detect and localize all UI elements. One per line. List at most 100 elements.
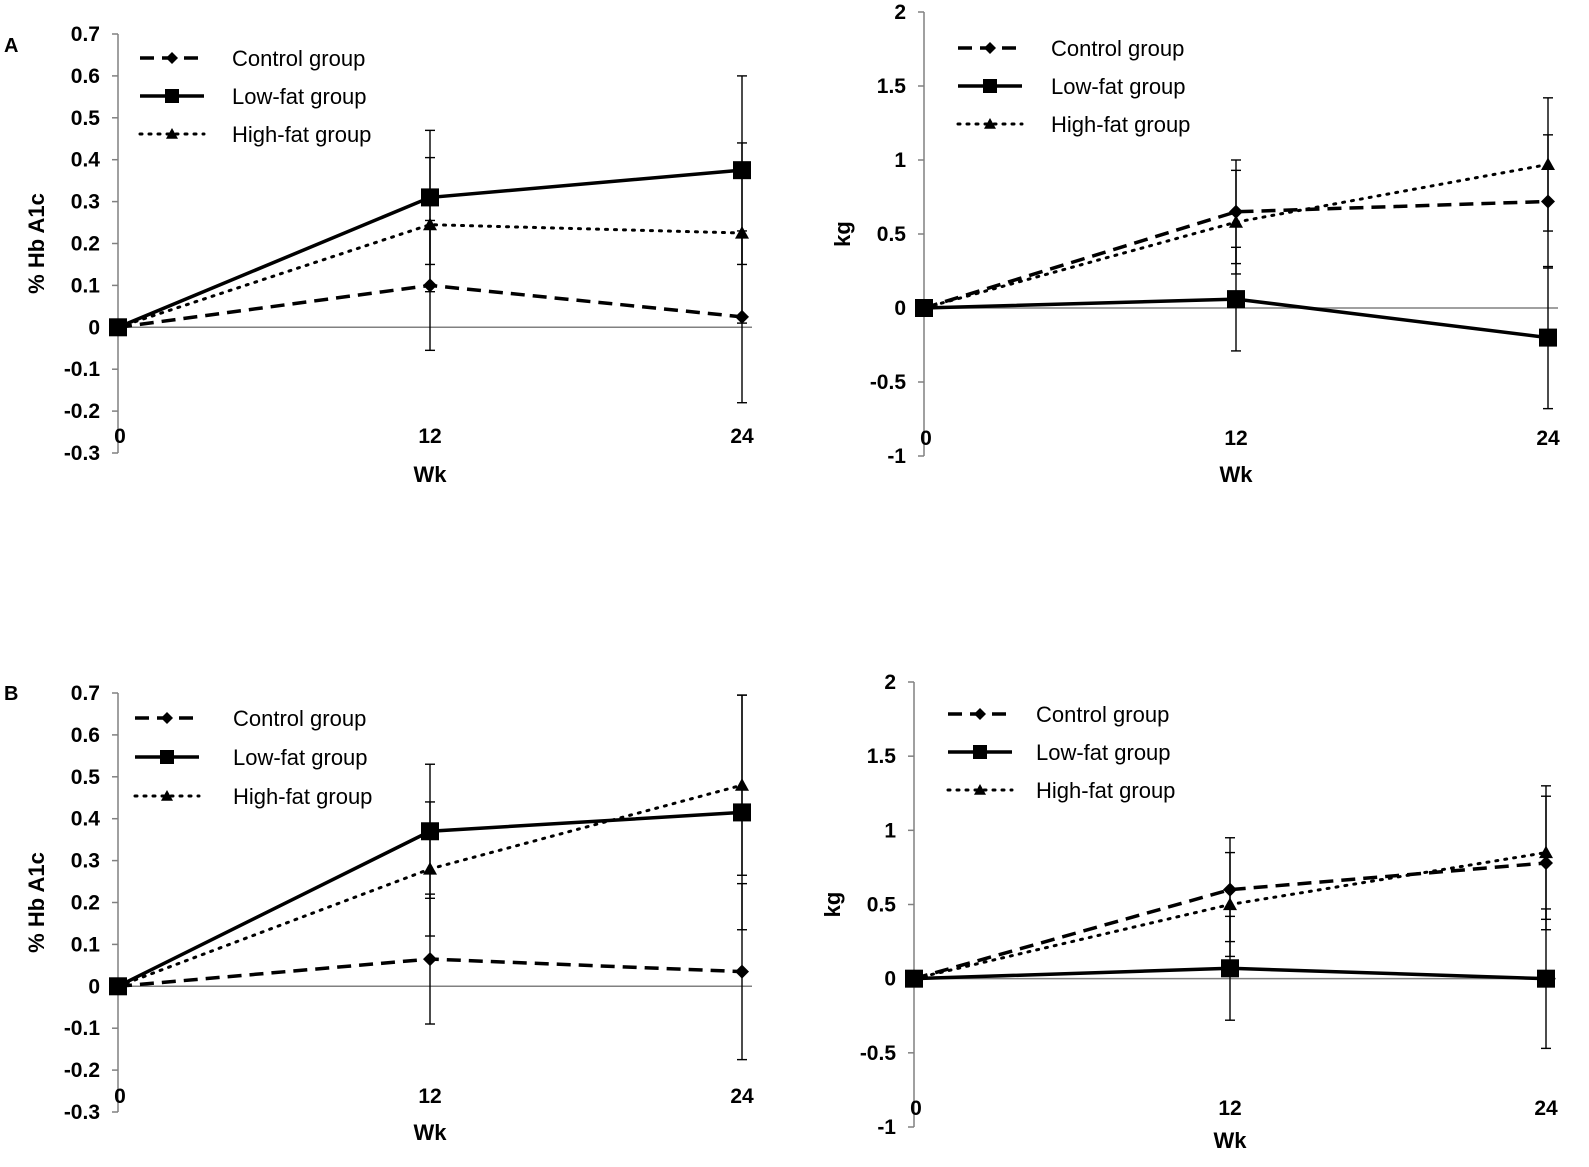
data-point-control-group	[1223, 882, 1237, 897]
y-tick-label: 0.1	[71, 274, 101, 297]
data-point-high-fat-group	[1539, 845, 1553, 859]
panel-label-a: A	[4, 35, 18, 57]
data-point-low-fat-group	[421, 822, 439, 841]
chart-b-hba1c: -0.3 -0.2 -0.1 0 0.1 0.2 0.3 0.4 0.5 0.6 0.7 0 12 24 W…	[24, 682, 754, 1145]
data-point-low-fat-group	[421, 188, 439, 207]
y-tick-label: 0.1	[71, 933, 101, 956]
x-tick-label: 0	[910, 1097, 922, 1120]
legend-label-high-fat-group: High-fat group	[233, 784, 372, 809]
y-tick-label: 0.2	[71, 892, 100, 915]
series-line-high-fat-group	[116, 223, 744, 329]
data-point-high-fat-group	[423, 861, 437, 875]
data-point-high-fat-group	[111, 979, 125, 992]
data-point-high-fat-group	[1541, 157, 1555, 171]
y-tick-label: 0.5	[71, 107, 101, 130]
y-tick-label: -0.2	[64, 1059, 100, 1082]
y-tick-label: 1	[894, 149, 906, 172]
legend-marker-low-fat-group	[983, 79, 997, 93]
x-tick-label: 12	[418, 1085, 441, 1108]
y-tick-label: 0	[88, 316, 100, 339]
legend-label-low-fat-group: Low-fat group	[1051, 74, 1186, 99]
legend-marker-high-fat-group	[161, 790, 173, 801]
x-tick-label: 24	[1536, 427, 1560, 450]
legend-label-control-group: Control group	[232, 46, 365, 71]
x-tick-label: 24	[1534, 1097, 1558, 1120]
data-point-control-group	[423, 278, 437, 293]
y-tick-label: 0.4	[71, 808, 101, 831]
data-point-high-fat-group	[917, 301, 931, 314]
y-tick-label: 0.6	[71, 724, 100, 747]
y-tick-label: 2	[894, 1, 906, 24]
x-tick-label: 0	[114, 425, 126, 448]
legend-marker-high-fat-group	[166, 128, 178, 139]
y-tick-label: 0.5	[867, 894, 897, 917]
y-tick-label: -0.1	[64, 358, 101, 381]
data-point-high-fat-group	[1229, 215, 1243, 228]
y-tick-label: 0.2	[71, 233, 100, 256]
y-tick-label: 0	[88, 975, 100, 998]
data-point-low-fat-group	[1227, 290, 1245, 309]
y-tick-label: -0.2	[64, 400, 100, 423]
data-point-control-group	[423, 952, 437, 967]
legend-label-control-group: Control group	[233, 706, 366, 731]
x-tick-label: 12	[418, 425, 441, 448]
y-tick-label: -0.5	[860, 1042, 897, 1065]
data-point-low-fat-group	[1539, 328, 1557, 347]
x-axis-title: Wk	[1220, 462, 1254, 487]
legend-label-high-fat-group: High-fat group	[232, 122, 371, 147]
data-point-low-fat-group	[733, 803, 751, 822]
data-point-high-fat-group	[735, 226, 749, 239]
y-tick-label: 1	[884, 819, 896, 842]
legend-marker-low-fat-group	[160, 750, 174, 764]
legend-marker-low-fat-group	[165, 89, 179, 103]
data-point-control-group	[1229, 204, 1243, 219]
y-tick-label: 0.3	[71, 850, 100, 873]
series-line-control-group	[913, 861, 1547, 981]
chart-a-hba1c: -0.3 -0.2 -0.1 0 0.1 0.2 0.3 0.4 0.5 0.6 0.7 0 12 24 W…	[24, 23, 754, 487]
data-point-control-group	[735, 309, 749, 324]
series-line-control-group	[923, 199, 1549, 310]
x-tick-label: 12	[1224, 427, 1247, 450]
data-point-high-fat-group	[1223, 897, 1237, 911]
y-tick-label: 0.5	[877, 223, 907, 246]
y-tick-label: 0.7	[71, 23, 100, 46]
y-tick-label: 2	[884, 671, 896, 694]
legend-label-low-fat-group: Low-fat group	[232, 84, 367, 109]
y-tick-label: -0.1	[64, 1017, 101, 1040]
legend-marker-high-fat-group	[974, 784, 986, 795]
chart-b-weight: -1 -0.5 0 0.5 1 1.5 2 0 12 24 Wk kg Control group Low…	[820, 671, 1558, 1153]
legend-label-control-group: Control group	[1051, 36, 1184, 61]
data-point-control-group	[1541, 194, 1555, 209]
y-tick-label: 0	[884, 968, 896, 991]
y-axis-title: kg	[830, 221, 855, 247]
legend-label-low-fat-group: Low-fat group	[233, 745, 368, 770]
data-point-high-fat-group	[907, 971, 921, 985]
x-tick-label: 0	[920, 427, 932, 450]
y-axis-title: % Hb A1c	[24, 193, 49, 294]
chart-a-weight: -1 -0.5 0 0.5 1 1.5 2 0 12 24 Wk kg Control group Low…	[830, 1, 1560, 487]
data-point-control-group	[735, 964, 749, 979]
x-tick-label: 0	[114, 1085, 126, 1108]
y-axis-title: kg	[820, 892, 845, 918]
y-tick-label: -0.3	[64, 442, 100, 465]
y-tick-label: 1.5	[867, 745, 897, 768]
data-point-low-fat-group	[1221, 959, 1239, 978]
x-tick-label: 12	[1218, 1097, 1241, 1120]
legend-label-high-fat-group: High-fat group	[1036, 778, 1175, 803]
legend-label-high-fat-group: High-fat group	[1051, 112, 1190, 137]
legend-label-low-fat-group: Low-fat group	[1036, 740, 1171, 765]
legend-marker-low-fat-group	[973, 745, 987, 759]
y-tick-label: 0.6	[71, 65, 100, 88]
panel-label-b: B	[4, 683, 18, 705]
x-axis-title: Wk	[414, 1120, 448, 1145]
x-axis-title: Wk	[1214, 1128, 1248, 1153]
y-tick-label: 0.3	[71, 191, 100, 214]
y-tick-label: 1.5	[877, 75, 907, 98]
y-tick-label: 0	[894, 297, 906, 320]
y-tick-label: 0.7	[71, 682, 100, 705]
data-point-low-fat-group	[1537, 969, 1555, 988]
legend-marker-control-group	[984, 42, 996, 54]
data-point-high-fat-group	[735, 778, 749, 791]
legend-label-control-group: Control group	[1036, 702, 1169, 727]
legend-marker-control-group	[974, 708, 986, 720]
